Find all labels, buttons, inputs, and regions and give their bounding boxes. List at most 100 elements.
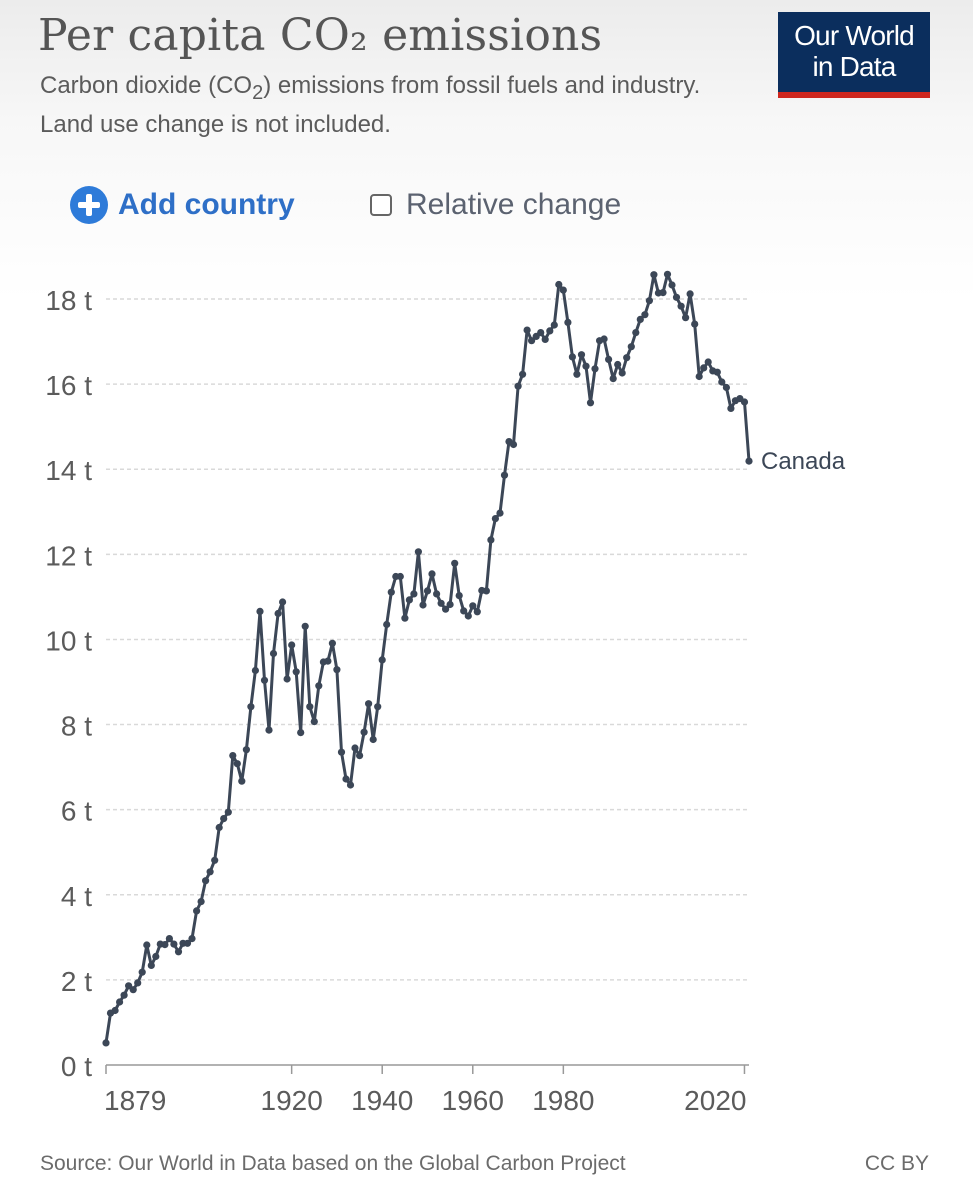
data-point[interactable]: [600, 335, 608, 343]
data-point[interactable]: [564, 318, 572, 326]
data-point[interactable]: [161, 941, 169, 949]
data-point[interactable]: [134, 979, 142, 987]
data-point[interactable]: [573, 370, 581, 378]
data-point[interactable]: [446, 600, 454, 609]
data-point[interactable]: [523, 326, 531, 334]
data-point[interactable]: [193, 907, 201, 915]
data-point[interactable]: [292, 668, 300, 676]
data-point[interactable]: [170, 940, 178, 948]
data-point[interactable]: [111, 1006, 119, 1015]
relative-change-checkbox[interactable]: [370, 194, 392, 216]
data-point[interactable]: [365, 700, 373, 708]
data-point[interactable]: [351, 744, 359, 752]
data-point[interactable]: [700, 364, 708, 372]
data-point[interactable]: [147, 961, 155, 970]
data-point[interactable]: [260, 676, 269, 684]
data-point[interactable]: [682, 314, 690, 322]
data-point[interactable]: [691, 320, 699, 328]
data-point[interactable]: [500, 471, 509, 479]
data-point[interactable]: [283, 675, 291, 683]
data-point[interactable]: [451, 559, 459, 567]
data-point[interactable]: [537, 329, 545, 337]
data-point[interactable]: [197, 898, 205, 906]
data-point[interactable]: [546, 327, 554, 335]
data-point[interactable]: [668, 281, 676, 289]
data-point[interactable]: [519, 370, 527, 378]
data-point[interactable]: [464, 612, 472, 620]
data-point[interactable]: [514, 382, 522, 390]
data-point[interactable]: [605, 355, 613, 363]
data-point[interactable]: [740, 398, 749, 406]
data-point[interactable]: [360, 728, 368, 736]
data-point[interactable]: [650, 271, 658, 279]
data-point[interactable]: [659, 289, 667, 297]
data-point[interactable]: [396, 572, 404, 581]
data-point[interactable]: [306, 703, 314, 711]
data-point[interactable]: [333, 666, 341, 674]
add-country-button[interactable]: Add country: [70, 186, 295, 224]
data-point[interactable]: [614, 360, 622, 369]
data-point[interactable]: [328, 639, 336, 647]
data-point[interactable]: [405, 596, 413, 604]
data-point[interactable]: [102, 1039, 110, 1047]
data-point[interactable]: [491, 515, 499, 523]
data-point[interactable]: [509, 440, 518, 449]
data-point[interactable]: [686, 290, 694, 298]
data-point[interactable]: [215, 823, 223, 832]
data-point[interactable]: [202, 877, 210, 885]
data-point[interactable]: [632, 329, 640, 337]
data-point[interactable]: [718, 378, 726, 386]
data-point[interactable]: [256, 607, 264, 616]
data-point[interactable]: [713, 368, 721, 376]
data-point[interactable]: [473, 608, 481, 616]
data-point[interactable]: [528, 337, 536, 345]
data-point[interactable]: [482, 587, 490, 595]
data-point[interactable]: [645, 297, 654, 305]
data-point[interactable]: [627, 343, 635, 351]
data-point[interactable]: [586, 399, 595, 407]
data-point[interactable]: [310, 718, 318, 726]
data-point[interactable]: [238, 777, 246, 785]
data-point[interactable]: [541, 335, 549, 343]
data-point[interactable]: [460, 607, 468, 615]
data-point[interactable]: [279, 598, 287, 606]
data-point[interactable]: [233, 760, 241, 768]
data-point[interactable]: [337, 748, 346, 756]
data-point[interactable]: [165, 935, 173, 943]
data-point[interactable]: [229, 752, 237, 760]
data-point[interactable]: [677, 302, 685, 310]
data-point[interactable]: [120, 991, 128, 999]
series-label-canada[interactable]: Canada: [761, 448, 846, 475]
data-point[interactable]: [211, 856, 219, 864]
data-point[interactable]: [442, 605, 450, 613]
data-point[interactable]: [206, 868, 214, 876]
data-point[interactable]: [143, 941, 151, 949]
data-point[interactable]: [387, 588, 395, 596]
data-point[interactable]: [550, 321, 558, 329]
data-point[interactable]: [745, 457, 753, 465]
data-point[interactable]: [487, 536, 495, 544]
data-point[interactable]: [342, 775, 350, 783]
data-point[interactable]: [183, 939, 192, 947]
data-point[interactable]: [301, 622, 309, 630]
data-point[interactable]: [315, 682, 323, 690]
data-point[interactable]: [374, 703, 382, 711]
data-point[interactable]: [188, 935, 196, 943]
data-point[interactable]: [496, 509, 504, 517]
data-point[interactable]: [695, 372, 703, 381]
data-point[interactable]: [410, 590, 418, 598]
data-point[interactable]: [437, 599, 445, 607]
data-point[interactable]: [568, 353, 577, 361]
data-point[interactable]: [623, 354, 631, 362]
data-point[interactable]: [559, 286, 567, 294]
data-point[interactable]: [356, 752, 364, 760]
data-point[interactable]: [704, 358, 712, 366]
data-point[interactable]: [663, 270, 672, 278]
data-point[interactable]: [433, 590, 441, 598]
data-point[interactable]: [242, 746, 250, 754]
data-point[interactable]: [609, 375, 617, 383]
data-point[interactable]: [288, 641, 296, 649]
data-point[interactable]: [641, 311, 649, 319]
data-point[interactable]: [636, 315, 644, 323]
license-link[interactable]: CC BY: [864, 1152, 929, 1175]
